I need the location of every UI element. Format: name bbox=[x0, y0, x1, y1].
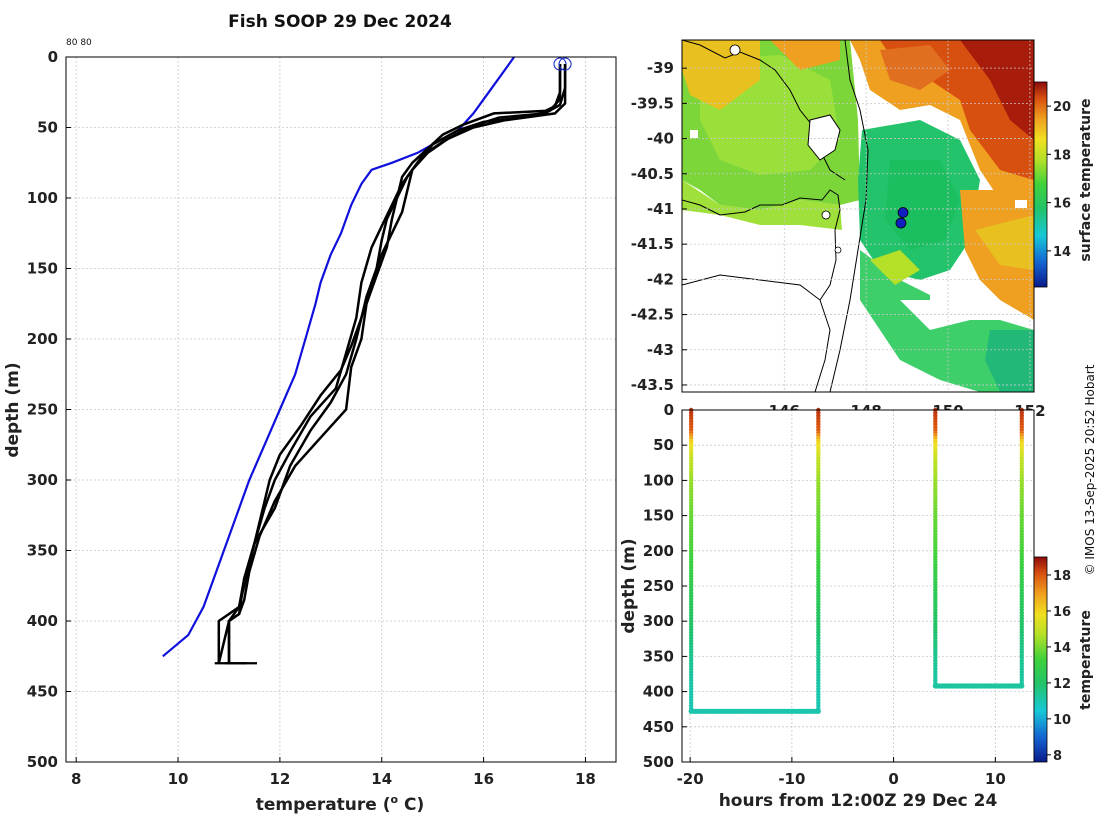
marker-labels: 80 80 bbox=[66, 38, 92, 48]
drop-marker bbox=[897, 207, 909, 218]
y-tick-label: 0 bbox=[664, 401, 674, 419]
series-line bbox=[217, 64, 567, 664]
sst-colorbar-ticks: 14 16 18 20 bbox=[1047, 100, 1071, 260]
profile-axis-ticks: 8 10 12 14 16 18 0 50 100 150 200 250 300 350 400 450 50… bbox=[27, 48, 596, 788]
x-tick-label: 0 bbox=[888, 770, 898, 788]
temp-colorbar-ticks: 8 10 12 14 16 18 bbox=[1047, 569, 1071, 764]
x-tick-label: 8 bbox=[71, 770, 81, 788]
y-tick-label: -40 bbox=[647, 130, 674, 148]
y-tick-label: 400 bbox=[27, 612, 58, 630]
y-tick-label: -40.5 bbox=[631, 165, 674, 183]
sst-colorbar-label: surface temperature bbox=[1078, 98, 1094, 261]
y-tick-label: 500 bbox=[27, 753, 58, 771]
y-tick-label: 400 bbox=[643, 683, 674, 701]
x-tick-label: 16 bbox=[473, 770, 494, 788]
y-tick-label: 200 bbox=[643, 542, 674, 560]
y-tick-label: 200 bbox=[27, 330, 58, 348]
y-tick-label: -41.5 bbox=[631, 235, 674, 253]
temp-colorbar-label: temperature bbox=[1078, 610, 1094, 710]
x-tick-label: 14 bbox=[371, 770, 392, 788]
x-tick-label: 10 bbox=[985, 770, 1006, 788]
y-tick-label: 0 bbox=[48, 48, 58, 66]
x-tick-label: 18 bbox=[575, 770, 596, 788]
y-tick-label: 150 bbox=[643, 507, 674, 525]
y-tick-label: 300 bbox=[27, 471, 58, 489]
y-tick-label: 300 bbox=[643, 612, 674, 630]
x-tick-label: 12 bbox=[269, 770, 290, 788]
colorbar-tick-label: 16 bbox=[1053, 605, 1071, 620]
y-tick-label: -41 bbox=[647, 200, 674, 218]
y-tick-label: 500 bbox=[643, 753, 674, 771]
y-tick-label: 250 bbox=[643, 577, 674, 595]
y-tick-label: -42 bbox=[647, 270, 674, 288]
colorbar-tick-label: 20 bbox=[1053, 100, 1071, 115]
y-tick-label: -39.5 bbox=[631, 94, 674, 112]
time-depth-ylabel: depth (m) bbox=[619, 538, 639, 633]
profile-lines bbox=[162, 56, 572, 665]
figure-title: Fish SOOP 29 Dec 2024 bbox=[228, 12, 452, 32]
y-tick-label: 50 bbox=[37, 119, 58, 137]
sst-colorbar bbox=[1033, 81, 1048, 288]
colorbar-tick-label: 14 bbox=[1053, 641, 1071, 656]
series-line bbox=[227, 64, 562, 664]
y-tick-label: 350 bbox=[27, 542, 58, 560]
y-tick-label: 100 bbox=[27, 189, 58, 207]
x-tick-label: -20 bbox=[677, 770, 704, 788]
sst-map-panel: 146148150152-39-39.5-40-40.5-41-41.5-42-… bbox=[631, 39, 1094, 420]
bottom-track-point bbox=[815, 708, 821, 714]
y-tick-label: -43.5 bbox=[631, 376, 674, 394]
x-tick-label: 10 bbox=[168, 770, 189, 788]
time-depth-xlabel: hours from 12:00Z 29 Dec 24 bbox=[719, 791, 998, 811]
colorbar-tick-label: 8 bbox=[1053, 749, 1062, 764]
y-tick-label: -43 bbox=[647, 341, 674, 359]
bottom-track-point bbox=[1019, 683, 1025, 689]
colorbar-tick-label: 18 bbox=[1053, 569, 1071, 584]
y-tick-label: 450 bbox=[27, 683, 58, 701]
y-tick-label: 50 bbox=[653, 436, 674, 454]
colorbar-tick-label: 16 bbox=[1053, 197, 1071, 212]
y-tick-label: 100 bbox=[643, 471, 674, 489]
time-depth-drops bbox=[688, 407, 1025, 714]
sst-map-grid bbox=[682, 40, 1034, 392]
credit-text: © IMOS 13-Sep-2025 20:52 Hobart bbox=[1083, 364, 1097, 575]
sst-map-image bbox=[682, 40, 1034, 392]
profile-ylabel: depth (m) bbox=[3, 362, 23, 457]
colorbar-tick-label: 10 bbox=[1053, 713, 1071, 728]
y-tick-label: 150 bbox=[27, 260, 58, 278]
time-depth-panel: -20 -10 0 10050100150200250300350400450500 … bbox=[619, 401, 1094, 811]
colorbar-tick-label: 14 bbox=[1053, 245, 1071, 260]
series-line bbox=[162, 56, 515, 658]
profile-panel: 8 10 12 14 16 18 0 50 100 150 200 250 300 350 400 450 50… bbox=[3, 48, 617, 815]
y-tick-label: 350 bbox=[643, 647, 674, 665]
drop-marker bbox=[895, 217, 907, 229]
colorbar-tick-label: 12 bbox=[1053, 677, 1071, 692]
y-tick-label: 250 bbox=[27, 401, 58, 419]
sst-map-drop-markers bbox=[895, 207, 909, 229]
series-line bbox=[227, 64, 567, 664]
y-tick-label: -39 bbox=[647, 59, 674, 77]
colorbar-tick-label: 18 bbox=[1053, 148, 1071, 163]
x-tick-label: -10 bbox=[778, 770, 805, 788]
profile-xlabel: temperature (o C) bbox=[256, 793, 425, 815]
surface-marker bbox=[558, 57, 572, 71]
temp-colorbar bbox=[1033, 556, 1048, 763]
y-tick-label: -42.5 bbox=[631, 306, 674, 324]
y-tick-label: 450 bbox=[643, 718, 674, 736]
